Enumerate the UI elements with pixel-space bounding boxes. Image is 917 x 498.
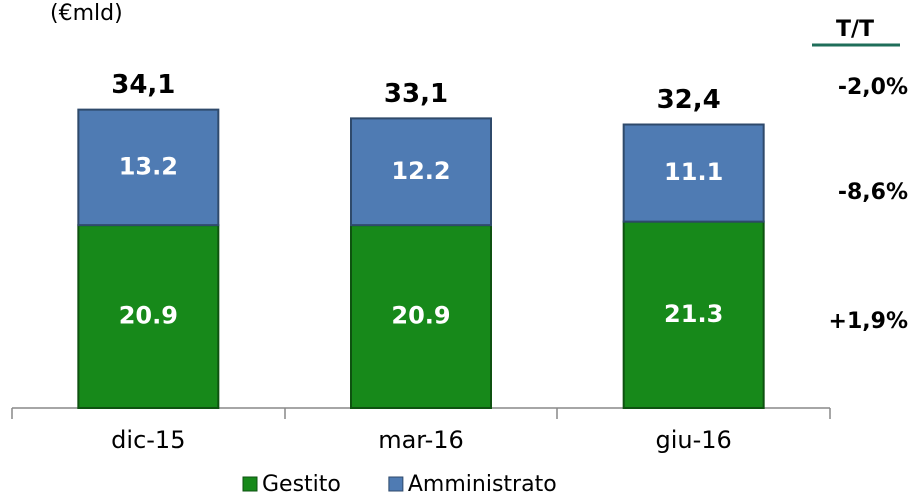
axis — [11, 407, 831, 419]
bar-segment — [350, 117, 492, 227]
unit-label: (€mld) — [50, 1, 123, 26]
total-label: 32,4 — [657, 85, 721, 115]
total-label: 34,1 — [111, 70, 175, 100]
bar-segment — [77, 108, 220, 227]
legend-label: Amministrato — [408, 472, 557, 497]
bar-segment — [622, 220, 765, 409]
x-tick-label: giu-16 — [656, 426, 732, 454]
data-label: 11.1 — [664, 158, 723, 186]
change-label: +1,9% — [829, 309, 908, 334]
legend-swatch — [242, 476, 258, 492]
data-label: 20.9 — [119, 302, 178, 330]
x-tick-label: dic-15 — [111, 426, 185, 454]
change-label: -8,6% — [838, 180, 908, 205]
legend-label: Gestito — [262, 472, 341, 497]
data-label: 12.2 — [391, 157, 450, 185]
change-label: -2,0% — [838, 75, 908, 100]
bar-segment — [77, 224, 220, 409]
total-label: 33,1 — [384, 79, 448, 109]
bar-segment — [622, 123, 765, 223]
x-tick-label: mar-16 — [378, 426, 464, 454]
bar-segment — [350, 224, 492, 409]
data-label: 21.3 — [664, 300, 723, 328]
data-label: 20.9 — [391, 302, 450, 330]
data-label: 13.2 — [119, 152, 178, 180]
legend-swatch — [388, 476, 404, 492]
change-header: T/T — [836, 17, 874, 42]
